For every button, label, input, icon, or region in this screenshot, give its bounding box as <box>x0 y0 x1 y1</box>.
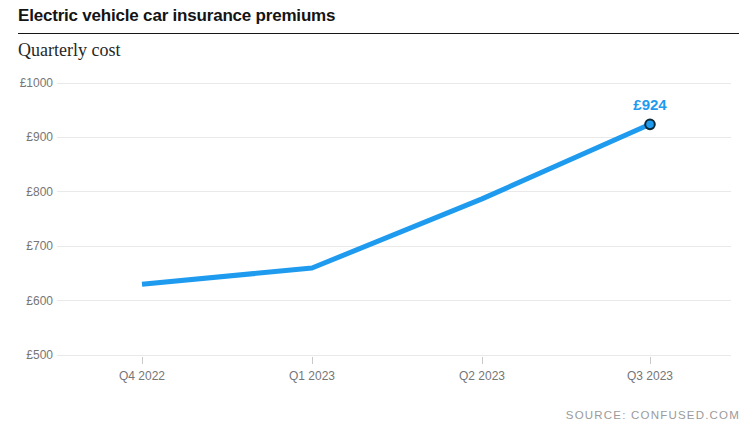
y-tick-label: £600 <box>0 294 53 308</box>
line-chart-svg <box>0 0 752 429</box>
y-tick-label: £700 <box>0 239 53 253</box>
y-tick-label: £500 <box>0 348 53 362</box>
end-point-marker <box>645 120 655 130</box>
chart-card: Electric vehicle car insurance premiums … <box>0 0 752 429</box>
x-tick-label: Q3 2023 <box>595 369 705 383</box>
x-tick-label: Q1 2023 <box>257 369 367 383</box>
x-tick-label: Q4 2022 <box>87 369 197 383</box>
x-tick-label: Q2 2023 <box>427 369 537 383</box>
source-credit: SOURCE: CONFUSED.COM <box>566 409 740 421</box>
y-tick-label: £900 <box>0 130 53 144</box>
y-tick-label: £1000 <box>0 76 53 90</box>
data-line <box>142 124 650 284</box>
line-chart-plot-area: £500 £600 £700 £800 £900 £1000 Q4 2022 Q1 2023… <box>0 0 752 429</box>
y-tick-label: £800 <box>0 185 53 199</box>
value-annotation: £924 <box>605 96 695 113</box>
